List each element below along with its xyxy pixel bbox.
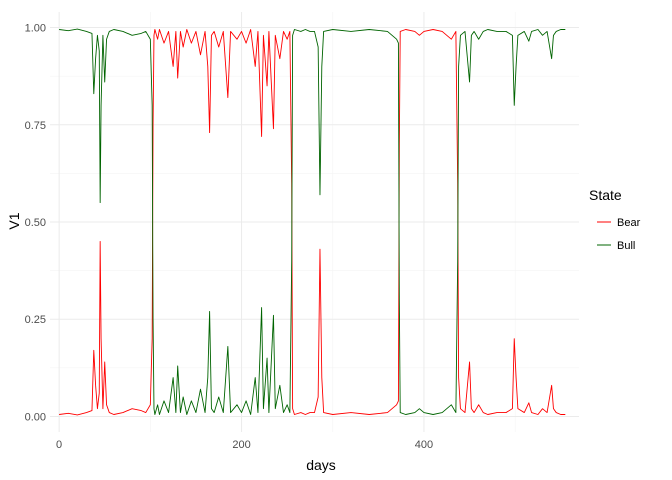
legend: State Bear Bull: [589, 187, 641, 252]
grid: [50, 12, 579, 432]
y-tick-label: 1.00: [25, 23, 46, 35]
y-tick-label: 0.50: [25, 217, 46, 229]
x-tick-label: 400: [415, 439, 433, 451]
series-layer: [59, 28, 566, 416]
series-line-bear: [59, 29, 566, 416]
y-axis-ticks: 0.00 0.25 0.50 0.75 1.00: [25, 23, 46, 424]
x-axis-title: days: [306, 457, 336, 473]
x-tick-label: 200: [232, 439, 250, 451]
series-line-bull: [59, 28, 566, 415]
x-tick-label: 0: [56, 439, 62, 451]
y-axis-title: V1: [6, 212, 22, 229]
legend-item-bull: Bull: [597, 240, 635, 252]
y-tick-label: 0.75: [25, 120, 46, 132]
legend-title: State: [589, 187, 622, 203]
legend-label-bull: Bull: [617, 240, 635, 252]
x-axis-ticks: 0 200 400: [56, 439, 433, 451]
y-tick-label: 0.00: [25, 411, 46, 423]
legend-label-bear: Bear: [617, 217, 641, 229]
legend-items: Bear Bull: [597, 217, 641, 252]
y-tick-label: 0.25: [25, 314, 46, 326]
legend-item-bear: Bear: [597, 217, 641, 229]
